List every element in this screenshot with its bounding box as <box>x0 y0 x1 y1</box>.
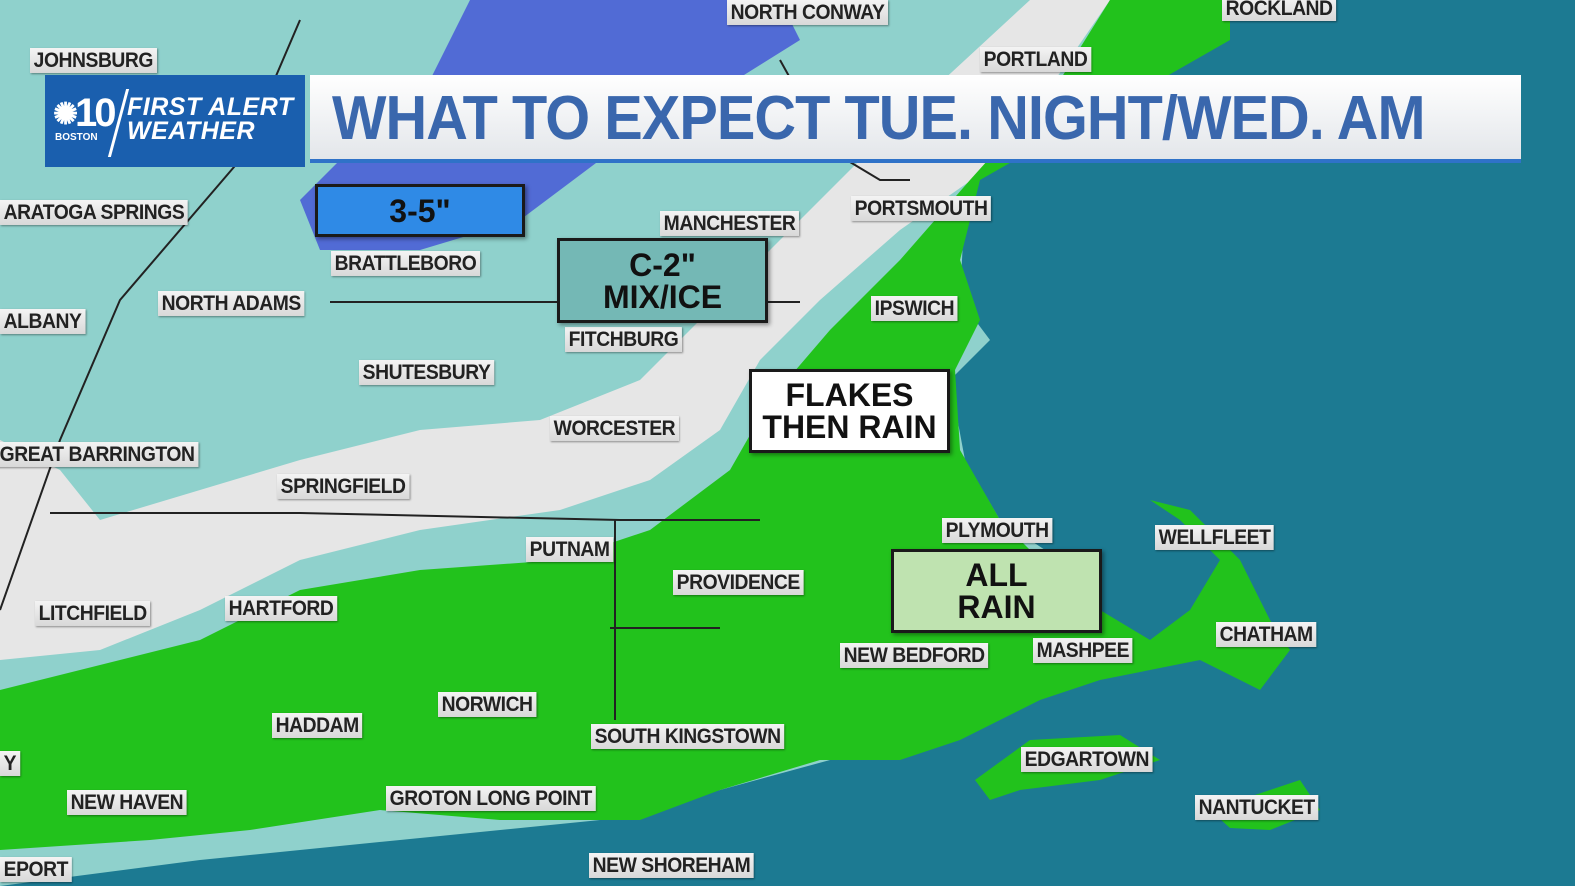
city-label: HARTFORD <box>225 596 338 621</box>
city-label: SHUTESBURY <box>359 360 495 385</box>
zone-box-flakes-then-rain: FLAKES THEN RAIN <box>749 369 950 453</box>
city-label: EPORT <box>0 857 72 882</box>
city-label: NORWICH <box>438 692 537 717</box>
city-label: JOHNSBURG <box>30 48 157 73</box>
zone-text: 3-5" <box>389 192 451 229</box>
logo-line1: FIRST ALERT <box>127 93 294 121</box>
city-label: ALBANY <box>0 309 86 334</box>
city-label: Y <box>0 751 20 776</box>
city-label: GROTON LONG POINT <box>386 786 596 811</box>
city-label: WELLFLEET <box>1155 525 1275 550</box>
city-label: ROCKLAND <box>1222 0 1337 21</box>
zone-text: RAIN <box>957 589 1036 625</box>
city-label: EDGARTOWN <box>1021 747 1153 772</box>
city-label: WORCESTER <box>550 416 679 441</box>
zone-text: THEN RAIN <box>762 409 937 445</box>
zone-box-snow-3-5: 3-5" <box>315 184 525 237</box>
city-label: NEW BEDFORD <box>840 643 989 668</box>
logo-line2: WEATHER <box>127 117 256 145</box>
city-label: MASHPEE <box>1033 638 1133 663</box>
zone-text: ALL <box>965 557 1028 593</box>
city-label: CHATHAM <box>1216 622 1317 647</box>
city-label: IPSWICH <box>871 296 958 321</box>
zone-text: MIX/ICE <box>602 278 723 315</box>
city-label: MANCHESTER <box>660 211 800 236</box>
logo-channel: 10 <box>75 91 116 135</box>
city-label: HADDAM <box>272 713 363 738</box>
city-label: SOUTH KINGSTOWN <box>591 724 785 749</box>
city-label: NORTH CONWAY <box>727 0 889 25</box>
city-label: NEW HAVEN <box>67 790 187 815</box>
city-label: FITCHBURG <box>565 327 682 352</box>
zone-box-mix-ice: C-2" MIX/ICE <box>557 238 768 323</box>
city-label: ARATOGA SPRINGS <box>0 200 188 225</box>
city-label: PUTNAM <box>526 537 614 562</box>
zone-box-all-rain: ALL RAIN <box>891 549 1102 633</box>
page-title: WHAT TO EXPECT TUE. NIGHT/WED. AM <box>332 84 1426 153</box>
city-label: GREAT BARRINGTON <box>0 442 199 467</box>
station-logo: ✺ 10 BOSTON FIRST ALERT WEATHER <box>45 75 305 167</box>
zone-text: C-2" <box>629 246 696 283</box>
city-label: PORTSMOUTH <box>851 196 992 221</box>
peacock-icon: ✺ <box>53 98 79 131</box>
city-label: LITCHFIELD <box>35 601 151 626</box>
city-label: SPRINGFIELD <box>277 474 410 499</box>
city-label: NORTH ADAMS <box>158 291 305 316</box>
zone-text: FLAKES <box>785 377 914 413</box>
city-label: NEW SHOREHAM <box>589 853 754 878</box>
city-label: PLYMOUTH <box>942 518 1053 543</box>
city-label: BRATTLEBORO <box>331 251 480 276</box>
title-bar: WHAT TO EXPECT TUE. NIGHT/WED. AM <box>310 75 1521 163</box>
city-label: PROVIDENCE <box>673 570 804 595</box>
city-label: PORTLAND <box>980 47 1092 72</box>
logo-station: BOSTON <box>55 132 98 143</box>
city-label: NANTUCKET <box>1195 795 1319 820</box>
